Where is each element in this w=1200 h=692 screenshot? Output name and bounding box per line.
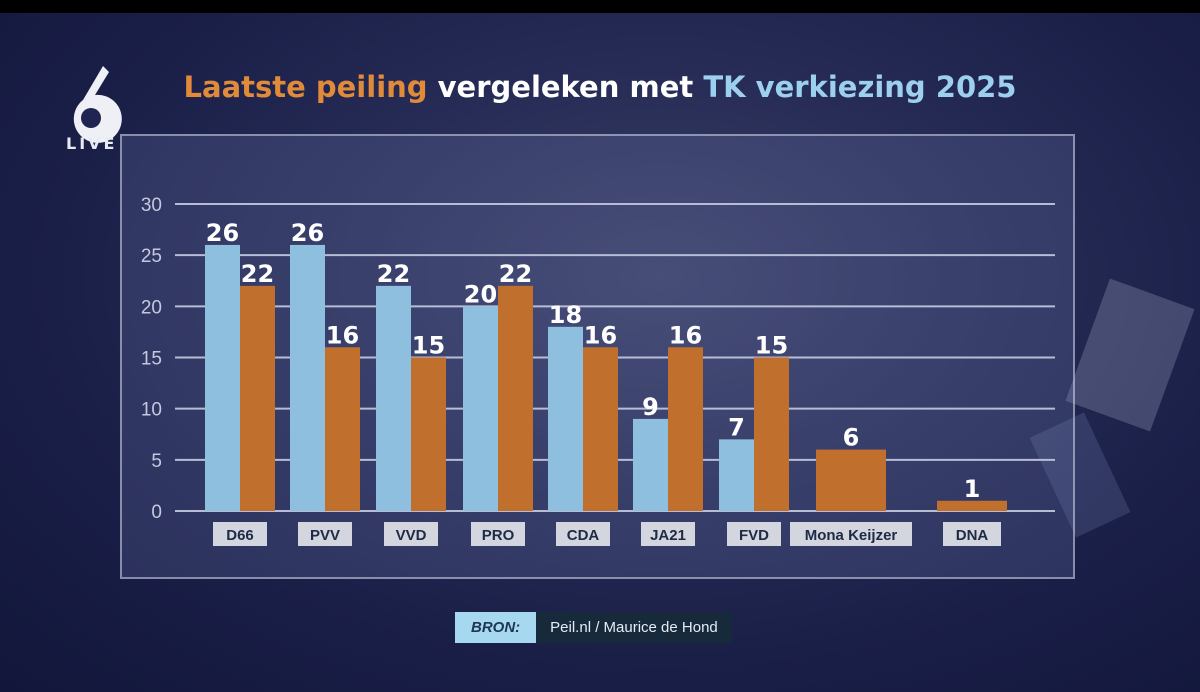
y-tick-label: 25 <box>141 246 162 267</box>
category-label-box <box>641 522 695 546</box>
source-value: Peil.nl / Maurice de Hond <box>536 612 732 643</box>
source-label: BRON: <box>455 612 537 643</box>
bar-peiling-cda <box>583 347 618 511</box>
bar-peiling-dna <box>937 500 1007 511</box>
bar-peiling-vvd <box>411 357 446 511</box>
data-label-peiling: 1 <box>964 475 981 503</box>
data-label-peiling: 15 <box>755 332 788 360</box>
bar-peiling-mona-keijzer <box>816 449 886 511</box>
live-label: LIVE <box>66 134 118 153</box>
category-label-box <box>213 522 267 546</box>
data-label-peiling: 22 <box>241 260 274 288</box>
bar-peiling-d66 <box>240 285 275 511</box>
data-label-tk2025: 18 <box>549 301 582 329</box>
bar-tk2025-vvd <box>376 285 411 511</box>
data-label-tk2025: 7 <box>728 413 745 441</box>
category-label-box <box>943 522 1001 546</box>
bar-chart: 0510152025302622D662616PVV2215VVD2022PRO… <box>141 195 1055 546</box>
data-label-peiling: 16 <box>669 321 702 349</box>
category-label: DNA <box>956 527 989 544</box>
y-tick-label: 0 <box>151 502 162 523</box>
bar-tk2025-ja21 <box>633 418 668 511</box>
category-label-box <box>556 522 610 546</box>
data-label-tk2025: 22 <box>377 260 410 288</box>
bar-tk2025-fvd <box>719 439 754 511</box>
bar-peiling-fvd <box>754 357 789 511</box>
top-bar <box>0 0 1200 13</box>
title-tk: TK verkiezing 2025 <box>703 70 1017 104</box>
bar-peiling-ja21 <box>668 347 703 511</box>
channel-six-logo <box>73 66 122 143</box>
category-label: PVV <box>310 527 340 544</box>
y-tick-label: 20 <box>141 297 162 318</box>
data-label-peiling: 22 <box>499 260 532 288</box>
category-label-box <box>471 522 525 546</box>
category-label-box <box>298 522 352 546</box>
data-label-peiling: 16 <box>326 321 359 349</box>
bar-tk2025-pvv <box>290 244 325 511</box>
y-tick-label: 30 <box>141 195 162 216</box>
y-tick-label: 15 <box>141 349 162 370</box>
bar-tk2025-d66 <box>205 244 240 511</box>
category-label: PRO <box>482 527 515 544</box>
data-label-tk2025: 9 <box>642 393 659 421</box>
category-label: Mona Keijzer <box>805 527 898 544</box>
category-label-box <box>790 522 912 546</box>
y-tick-label: 10 <box>141 400 162 421</box>
bar-tk2025-cda <box>548 326 583 511</box>
category-label: FVD <box>739 527 769 544</box>
category-label: VVD <box>396 527 427 544</box>
category-label-box <box>727 522 781 546</box>
category-label: CDA <box>567 527 600 544</box>
data-label-peiling: 16 <box>584 321 617 349</box>
page-title: Laatste peiling vergeleken met TK verkie… <box>0 70 1200 104</box>
category-label: D66 <box>226 527 254 544</box>
title-peiling: Laatste peiling <box>183 70 428 104</box>
data-label-tk2025: 20 <box>464 280 497 308</box>
category-label-box <box>384 522 438 546</box>
title-middle: vergeleken met <box>427 70 704 104</box>
data-label-tk2025: 26 <box>206 219 239 247</box>
bar-peiling-pro <box>498 285 533 511</box>
data-label-peiling: 6 <box>843 424 860 452</box>
data-label-tk2025: 26 <box>291 219 324 247</box>
category-label: JA21 <box>650 527 686 544</box>
bar-tk2025-pro <box>463 306 498 511</box>
source-box: BRON: Peil.nl / Maurice de Hond <box>455 612 732 643</box>
y-tick-label: 5 <box>151 451 162 472</box>
data-label-peiling: 15 <box>412 332 445 360</box>
bar-peiling-pvv <box>325 347 360 511</box>
